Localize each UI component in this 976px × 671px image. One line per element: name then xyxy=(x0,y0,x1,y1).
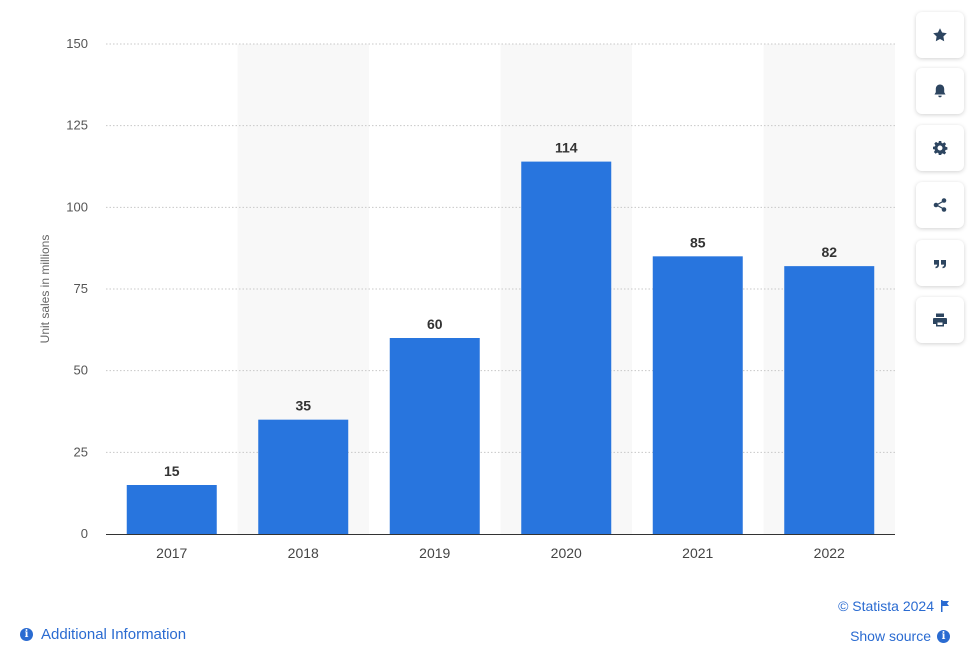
bell-icon xyxy=(934,84,946,98)
bar xyxy=(126,485,217,534)
settings-button[interactable] xyxy=(916,125,964,171)
bar xyxy=(521,161,612,534)
bar xyxy=(652,256,743,534)
notification-button[interactable] xyxy=(916,68,964,114)
share-icon xyxy=(933,198,947,212)
x-tick-label: 2019 xyxy=(419,545,450,561)
favorite-button[interactable] xyxy=(916,12,964,58)
y-tick-label: 25 xyxy=(74,444,88,459)
bars xyxy=(126,161,875,534)
additional-information-text: Additional Information xyxy=(41,626,187,643)
info-icon: i xyxy=(20,628,33,641)
info-icon: i xyxy=(937,629,950,643)
data-label: 114 xyxy=(555,140,578,156)
bar xyxy=(389,338,480,534)
share-button[interactable] xyxy=(916,182,964,228)
y-tick-label: 50 xyxy=(74,363,88,378)
additional-information-link[interactable]: i Additional Information xyxy=(20,626,186,643)
x-tick-label: 2020 xyxy=(551,545,582,561)
credit-text: © Statista 2024 xyxy=(838,598,934,614)
show-source-text: Show source xyxy=(850,628,931,644)
statista-credit[interactable]: © Statista 2024 xyxy=(838,598,950,614)
data-label: 35 xyxy=(295,398,311,414)
bar xyxy=(784,266,875,534)
print-button[interactable] xyxy=(916,297,964,343)
x-tick-label: 2021 xyxy=(682,545,713,561)
y-tick-label: 150 xyxy=(66,36,88,51)
data-label: 82 xyxy=(821,244,837,260)
star-icon xyxy=(933,28,947,42)
y-tick-label: 0 xyxy=(81,526,88,541)
y-tick-label: 75 xyxy=(74,281,88,296)
x-tick-label: 2022 xyxy=(814,545,845,561)
quote-icon xyxy=(934,260,946,269)
x-tick-label: 2017 xyxy=(156,545,187,561)
x-tick-label: 2018 xyxy=(288,545,319,561)
bar xyxy=(258,419,349,534)
y-axis-label: Unit sales in millions xyxy=(38,235,52,344)
data-label: 60 xyxy=(427,316,443,332)
y-tick-label: 125 xyxy=(66,118,88,133)
y-tick-label: 100 xyxy=(66,199,88,214)
gear-icon xyxy=(933,141,948,155)
data-label: 15 xyxy=(164,463,180,479)
flag-icon xyxy=(941,600,949,612)
cite-button[interactable] xyxy=(916,240,964,286)
data-labels: 15 35 60 114 85 82 xyxy=(164,140,837,479)
x-axis-ticks: 2017 2018 2019 2020 2021 2022 xyxy=(156,545,845,561)
show-source-link[interactable]: Show source i xyxy=(850,628,950,644)
printer-icon xyxy=(933,313,947,327)
y-axis-ticks: 0 25 50 75 100 125 150 xyxy=(66,36,88,541)
data-label: 85 xyxy=(690,234,706,250)
